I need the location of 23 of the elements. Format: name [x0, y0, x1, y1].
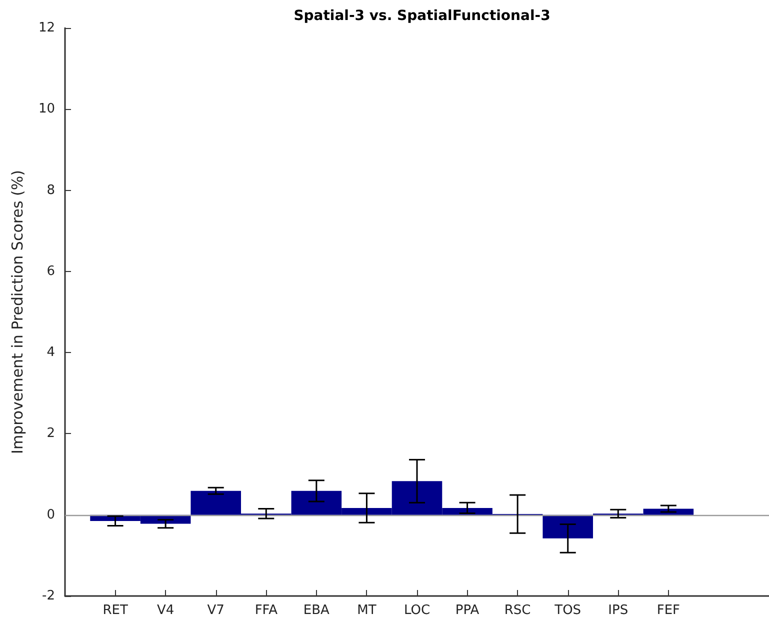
- x-tick-label: RET: [102, 603, 128, 618]
- y-tick-label: 0: [46, 507, 55, 522]
- y-tick-label: 12: [38, 20, 55, 36]
- x-tick-label: FFA: [254, 603, 278, 618]
- x-tick-label: MT: [357, 603, 376, 618]
- y-tick-label: 8: [46, 182, 55, 198]
- x-tick-label: V7: [207, 603, 224, 618]
- x-tick-label: IPS: [608, 603, 628, 618]
- x-tick-label: V4: [156, 603, 174, 618]
- y-axis-title: Improvement in Prediction Scores (%): [8, 170, 26, 454]
- y-tick-label: 10: [38, 102, 55, 117]
- y-tick-label: 6: [46, 264, 55, 279]
- chart-title: Spatial-3 vs. SpatialFunctional-3: [294, 8, 550, 24]
- y-tick-label: -2: [42, 588, 55, 604]
- x-tick-label: EBA: [303, 603, 330, 618]
- x-tick-label: TOS: [554, 603, 582, 618]
- x-tick-label: LOC: [404, 603, 430, 618]
- bar: [542, 514, 593, 538]
- x-tick-label: FEF: [656, 603, 680, 618]
- y-tick-label: 2: [46, 426, 55, 442]
- x-tick-label: RSC: [504, 603, 531, 618]
- x-tick-label: PPA: [455, 603, 480, 618]
- y-tick-label: 4: [46, 345, 55, 360]
